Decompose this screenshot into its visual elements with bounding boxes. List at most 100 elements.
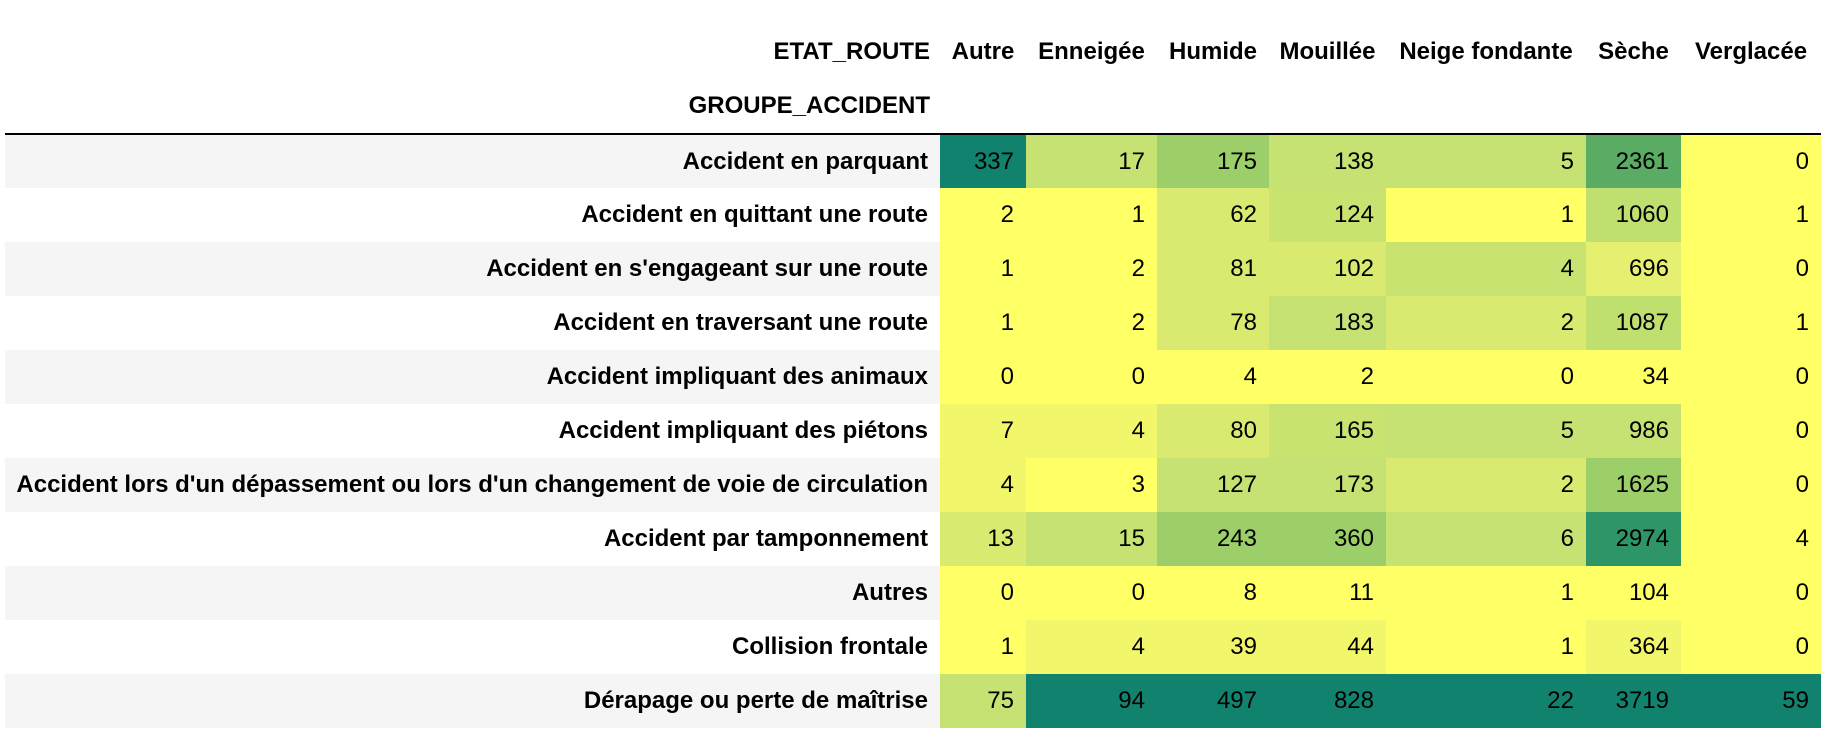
table-cell: 173 bbox=[1269, 458, 1386, 512]
column-header: Mouillée bbox=[1279, 38, 1376, 65]
table-row: Collision frontale 1 4 39 44 1 364 0 bbox=[5, 620, 1821, 674]
table-cell: 11 bbox=[1269, 566, 1386, 620]
row-label: Accident en traversant une route bbox=[5, 296, 940, 350]
table-row: Accident impliquant des animaux 0 0 4 2 0 34 0 bbox=[5, 350, 1821, 404]
table-cell: 17 bbox=[1026, 134, 1157, 188]
table-cell: 0 bbox=[940, 350, 1026, 404]
table-cell: 5 bbox=[1386, 134, 1586, 188]
pivot-table-container: ETAT_ROUTE Autre Enneigée Humide Mouillé… bbox=[5, 25, 1821, 728]
table-cell: 0 bbox=[1386, 350, 1586, 404]
table-cell: 0 bbox=[1681, 134, 1821, 188]
table-cell: 102 bbox=[1269, 242, 1386, 296]
table-cell: 243 bbox=[1157, 512, 1269, 566]
table-cell: 5 bbox=[1386, 404, 1586, 458]
row-label: Accident en parquant bbox=[5, 134, 940, 188]
table-cell: 364 bbox=[1586, 620, 1681, 674]
table-cell: 1 bbox=[940, 620, 1026, 674]
table-cell: 1087 bbox=[1586, 296, 1681, 350]
table-cell: 165 bbox=[1269, 404, 1386, 458]
table-cell: 94 bbox=[1026, 674, 1157, 728]
table-cell: 75 bbox=[940, 674, 1026, 728]
row-label: Accident impliquant des animaux bbox=[5, 350, 940, 404]
table-row: Dérapage ou perte de maîtrise 75 94 497 828 2… bbox=[5, 674, 1821, 728]
table-cell: 497 bbox=[1157, 674, 1269, 728]
table-row: Accident en traversant une route 1 2 78 183 2… bbox=[5, 296, 1821, 350]
table-cell: 7 bbox=[940, 404, 1026, 458]
table-cell: 1 bbox=[1681, 296, 1821, 350]
table-cell: 696 bbox=[1586, 242, 1681, 296]
table-cell: 360 bbox=[1269, 512, 1386, 566]
table-cell: 1060 bbox=[1586, 188, 1681, 242]
column-header: Verglacée bbox=[1694, 38, 1808, 65]
table-body: Accident en parquant 337 17 175 138 5 2361 0 Acc… bbox=[5, 134, 1821, 728]
table-cell: 1 bbox=[1386, 188, 1586, 242]
columns-axis-label: ETAT_ROUTE bbox=[773, 38, 930, 65]
table-cell: 337 bbox=[940, 134, 1026, 188]
table-cell: 0 bbox=[1681, 350, 1821, 404]
column-header: Autre bbox=[951, 38, 1015, 65]
table-row: Accident en parquant 337 17 175 138 5 2361 0 bbox=[5, 134, 1821, 188]
row-label: Accident en quittant une route bbox=[5, 188, 940, 242]
table-cell: 4 bbox=[1026, 404, 1157, 458]
table-row: Accident impliquant des piétons 7 4 80 165 5 9… bbox=[5, 404, 1821, 458]
table-cell: 0 bbox=[1681, 458, 1821, 512]
table-row: Autres 0 0 8 11 1 104 0 bbox=[5, 566, 1821, 620]
column-header: Neige fondante bbox=[1399, 38, 1573, 65]
table-cell: 0 bbox=[1026, 350, 1157, 404]
table-cell: 78 bbox=[1157, 296, 1269, 350]
table-cell: 4 bbox=[1386, 242, 1586, 296]
table-cell: 0 bbox=[1681, 404, 1821, 458]
table-cell: 4 bbox=[1026, 620, 1157, 674]
table-cell: 2 bbox=[1026, 296, 1157, 350]
column-header: Sèche bbox=[1598, 38, 1669, 65]
table-cell: 1 bbox=[940, 296, 1026, 350]
table-cell: 6 bbox=[1386, 512, 1586, 566]
table-cell: 1625 bbox=[1586, 458, 1681, 512]
table-cell: 0 bbox=[1681, 242, 1821, 296]
table-cell: 2 bbox=[940, 188, 1026, 242]
table-cell: 1 bbox=[1386, 620, 1586, 674]
row-label: Dérapage ou perte de maîtrise bbox=[5, 674, 940, 728]
table-cell: 828 bbox=[1269, 674, 1386, 728]
table-cell: 44 bbox=[1269, 620, 1386, 674]
column-header: Enneigée bbox=[1038, 38, 1145, 65]
table-cell: 4 bbox=[940, 458, 1026, 512]
table-cell: 183 bbox=[1269, 296, 1386, 350]
table-row: Accident en s'engageant sur une route 1 2 8… bbox=[5, 242, 1821, 296]
index-header-blank bbox=[940, 79, 1821, 135]
table-cell: 0 bbox=[1681, 620, 1821, 674]
rows-axis-label: GROUPE_ACCIDENT bbox=[5, 79, 940, 135]
table-cell: 13 bbox=[940, 512, 1026, 566]
row-label: Autres bbox=[5, 566, 940, 620]
table-cell: 2 bbox=[1026, 242, 1157, 296]
table-cell: 2 bbox=[1386, 458, 1586, 512]
pivot-heatmap-table: ETAT_ROUTE Autre Enneigée Humide Mouillé… bbox=[5, 25, 1821, 728]
table-cell: 0 bbox=[1026, 566, 1157, 620]
index-header-row: GROUPE_ACCIDENT bbox=[5, 79, 1821, 135]
table-cell: 81 bbox=[1157, 242, 1269, 296]
table-cell: 0 bbox=[1681, 566, 1821, 620]
table-cell: 2 bbox=[1269, 350, 1386, 404]
table-cell: 2 bbox=[1386, 296, 1586, 350]
table-cell: 124 bbox=[1269, 188, 1386, 242]
table-cell: 34 bbox=[1586, 350, 1681, 404]
row-label: Collision frontale bbox=[5, 620, 940, 674]
table-row: Accident en quittant une route 2 1 62 124 1 10… bbox=[5, 188, 1821, 242]
table-cell: 2361 bbox=[1586, 134, 1681, 188]
table-row: Accident par tamponnement 13 15 243 360 6 2974… bbox=[5, 512, 1821, 566]
table-cell: 0 bbox=[940, 566, 1026, 620]
table-cell: 80 bbox=[1157, 404, 1269, 458]
table-cell: 62 bbox=[1157, 188, 1269, 242]
row-label: Accident impliquant des piétons bbox=[5, 404, 940, 458]
column-header: Humide bbox=[1168, 38, 1257, 65]
table-cell: 986 bbox=[1586, 404, 1681, 458]
table-row: Accident lors d'un dépassement ou lors d… bbox=[5, 458, 1821, 512]
table-cell: 4 bbox=[1157, 350, 1269, 404]
row-label: Accident lors d'un dépassement ou lors d… bbox=[5, 458, 940, 512]
table-cell: 4 bbox=[1681, 512, 1821, 566]
table-cell: 8 bbox=[1157, 566, 1269, 620]
table-cell: 59 bbox=[1681, 674, 1821, 728]
table-cell: 1 bbox=[1681, 188, 1821, 242]
row-label: Accident par tamponnement bbox=[5, 512, 940, 566]
table-cell: 2974 bbox=[1586, 512, 1681, 566]
